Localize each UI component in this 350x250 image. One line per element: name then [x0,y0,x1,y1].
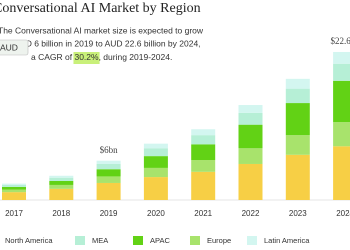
legend-swatch [190,236,200,245]
bar-segment [49,188,74,200]
x-tick-label: 2020 [147,209,165,218]
bar-segment [2,183,26,185]
bar-segment [191,135,216,145]
legend-label: North America [5,236,53,245]
bar-segment [49,175,74,178]
bar-segment [49,177,74,182]
bar-segment [49,184,74,189]
bar-segment [238,163,263,200]
currency-button[interactable] [0,39,29,56]
bar-segment [143,143,168,149]
bar-segment [238,148,263,164]
subtitle-highlight: 30.2% [74,52,99,62]
legend-swatch [75,236,85,245]
x-tick-label: 2019 [100,209,118,218]
x-tick-label: 2021 [194,209,212,218]
legend-label: APAC [150,236,170,245]
bar-segment [333,51,350,64]
bar-segment [238,105,263,113]
bar-segment [238,112,263,125]
highlight [73,52,100,64]
subtitle-part: a CAGR of [31,52,74,62]
bar-segment [2,189,26,193]
legend-label: Latin America [264,236,310,245]
subtitle-line: a CAGR of 30.2%, during 2019-2024. [31,52,172,62]
bar-segment [191,171,216,200]
bar-segment [238,124,263,149]
bar-segment [191,160,216,172]
chart-title: Conversational AI Market by Region [0,1,201,16]
subtitle-line: The Conversational AI market size is exp… [0,25,204,35]
bar-segment [333,122,350,147]
bar-segment [285,88,310,104]
bar-segment [96,160,121,164]
bar-segment [143,156,168,168]
subtitle-line: from AUD 6 billion in 2019 to AUD 22.6 b… [0,38,201,48]
annotation: $22.6bn [330,36,350,46]
legend-swatch [133,236,143,245]
bar-segment [96,163,121,170]
legend-swatch [247,236,257,245]
bar-segment [333,146,350,200]
bar-segment [191,144,216,161]
subtitle-part: , during 2019-2024. [99,52,173,62]
x-tick-label: 2018 [52,209,70,218]
x-tick-label: 2023 [289,209,307,218]
x-tick-label: 2024 [336,209,350,218]
bar-segment [333,80,350,123]
bar-segment [2,184,26,187]
bar-segment [143,177,168,200]
bar-segment [285,154,310,200]
x-tick-label: 2022 [242,209,260,218]
bar-segment [96,169,121,177]
bar-segment [285,103,310,136]
bar-segment [333,63,350,81]
bar-segment [285,78,310,89]
bar-segment [143,167,168,178]
bar-segment [2,192,26,200]
currency-label[interactable]: AUD [0,42,18,52]
annotation: $6bn [100,145,119,155]
x-tick-label: 2017 [5,209,23,218]
bar-segment [191,129,216,136]
legend-label: Europe [207,236,231,245]
bar-segment [285,135,310,155]
bar-segment [143,148,168,157]
bar-segment [49,181,74,185]
legend-label: MEA [92,236,108,245]
bar-segment [96,182,121,200]
bar-segment [96,176,121,183]
bar-segment [2,186,26,190]
